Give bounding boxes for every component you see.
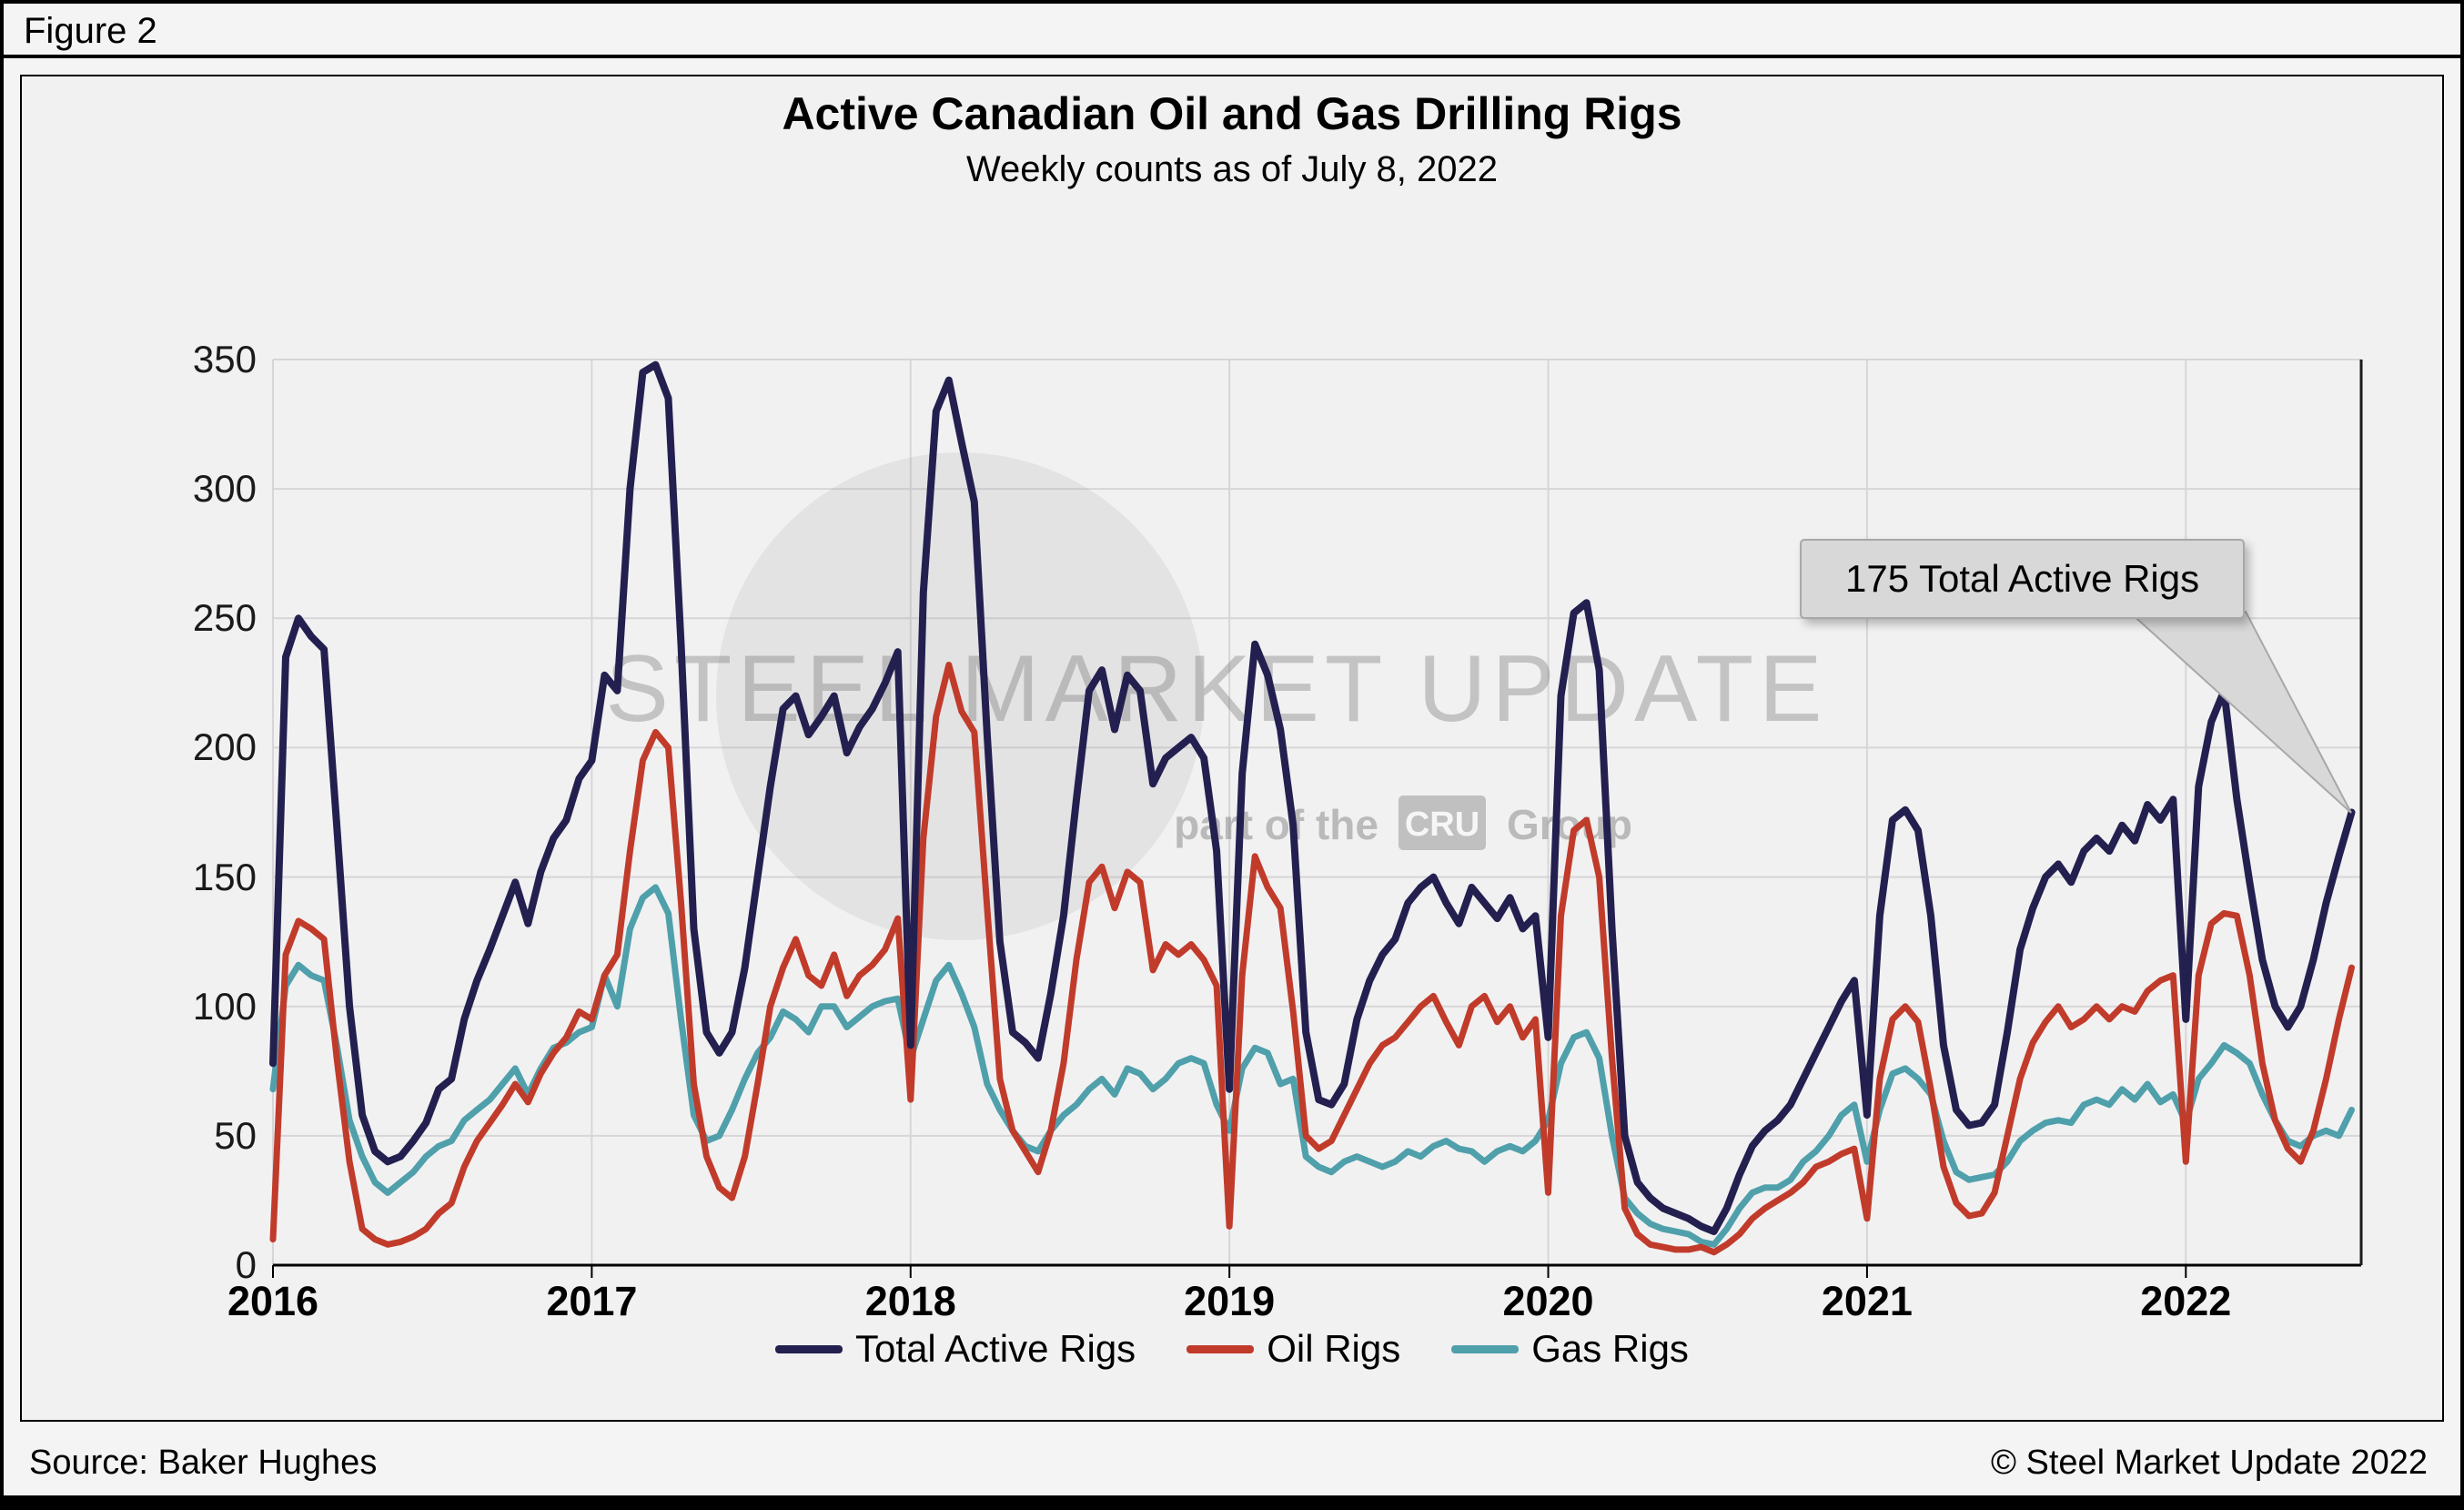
watermark-badge-text: CRU xyxy=(1405,806,1479,844)
chart-subtitle: Weekly counts as of July 8, 2022 xyxy=(965,149,1499,189)
legend-label: Total Active Rigs xyxy=(855,1327,1136,1370)
legend-swatch xyxy=(1187,1344,1255,1353)
source-note: Source: Baker Hughes xyxy=(29,1444,378,1482)
legend-label: Oil Rigs xyxy=(1267,1327,1401,1370)
left-border xyxy=(0,0,4,1510)
legend-label: Gas Rigs xyxy=(1531,1327,1689,1370)
bottom-border xyxy=(0,1495,2464,1510)
y-axis-tick-label: 300 xyxy=(192,467,257,511)
chart-title: Active Canadian Oil and Gas Drilling Rig… xyxy=(782,88,1682,139)
right-border xyxy=(2460,0,2464,1510)
legend-item-gas-rigs: Gas Rigs xyxy=(1451,1327,1689,1371)
figure-label: Figure 2 xyxy=(24,11,157,51)
legend-item-oil-rigs: Oil Rigs xyxy=(1187,1327,1400,1371)
y-axis-tick-label: 0 xyxy=(235,1243,257,1286)
watermark-badge xyxy=(1399,796,1486,850)
legend-swatch xyxy=(1451,1344,1520,1353)
gas-rigs-line xyxy=(269,884,2355,1248)
y-axis-tick-label: 350 xyxy=(192,338,257,380)
top-border xyxy=(0,0,2464,4)
annotation-pointer xyxy=(2126,611,2352,814)
chart-legend: Total Active Rigs Oil Rigs Gas Rigs xyxy=(0,1327,2464,1371)
copyright-note: © Steel Market Update 2022 xyxy=(1990,1444,2428,1482)
header-rule xyxy=(0,55,2464,58)
annotation-callout: 175 Total Active Rigs xyxy=(1800,539,2246,619)
watermark-text: STEEL MARKET UPDATE xyxy=(605,636,1827,742)
total-active-rigs-line xyxy=(269,360,2356,1235)
watermark-subtext-prefix: part of the xyxy=(1174,801,1378,848)
legend-swatch xyxy=(775,1344,843,1353)
y-axis-tick-label: 250 xyxy=(192,596,257,640)
legend-item-total-active-rigs: Total Active Rigs xyxy=(775,1327,1136,1371)
y-axis-tick-label: 100 xyxy=(192,984,257,1028)
oil-rigs-line xyxy=(269,662,2355,1256)
y-axis-tick-label: 50 xyxy=(214,1113,257,1157)
y-axis-tick-label: 150 xyxy=(192,855,257,898)
y-axis-tick-label: 200 xyxy=(192,725,257,769)
y-axis-labels: 0 50 100 150 200 250 300 350 xyxy=(109,0,257,1510)
